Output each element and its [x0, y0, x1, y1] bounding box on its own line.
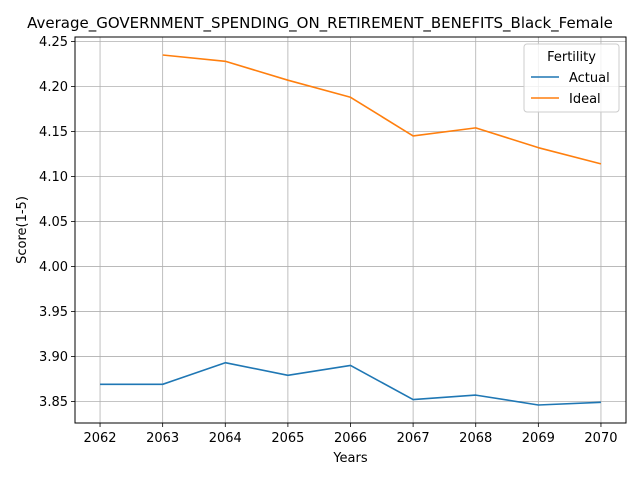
- x-axis-label: Years: [332, 451, 368, 466]
- series-layer: [100, 54, 602, 406]
- legend-label-ideal: Ideal: [569, 92, 601, 107]
- chart-title: Average_GOVERNMENT_SPENDING_ON_RETIREMEN…: [27, 14, 613, 33]
- y-tick-label: 3.85: [39, 395, 68, 410]
- x-tick-label: 2069: [522, 431, 555, 446]
- legend: Fertility Actual Ideal: [523, 43, 620, 113]
- y-tick-label: 4.20: [39, 80, 68, 95]
- y-tick-label: 4.10: [39, 170, 68, 185]
- y-tick-label: 4.25: [39, 35, 68, 50]
- legend-label-actual: Actual: [569, 71, 610, 86]
- series-line-actual: [100, 361, 601, 406]
- y-tick-label: 3.95: [39, 305, 68, 320]
- y-tick-label: 3.90: [39, 350, 68, 365]
- legend-box: [523, 43, 620, 113]
- series-line-ideal: [162, 54, 602, 165]
- legend-items: Actual Ideal: [531, 71, 610, 107]
- y-tick-label: 4.15: [39, 125, 68, 140]
- x-tick-label: 2064: [209, 431, 242, 446]
- x-tick-label: 2062: [83, 431, 116, 446]
- x-tick-label: 2067: [397, 431, 430, 446]
- y-tick-label: 4.05: [39, 215, 68, 230]
- x-axis-ticks: 2062 2063 2064 2065 2066 2067 2068 2069 2070: [83, 423, 618, 446]
- x-tick-label: 2070: [584, 431, 617, 446]
- y-tick-label: 4.00: [39, 260, 68, 275]
- x-tick-label: 2066: [334, 431, 367, 446]
- x-tick-label: 2065: [271, 431, 304, 446]
- grid-layer: [75, 37, 626, 423]
- x-tick-label: 2063: [146, 431, 179, 446]
- legend-title: Fertility: [547, 50, 596, 65]
- y-axis-ticks: 3.85 3.90 3.95 4.00 4.05 4.10 4.15 4.20 4.25: [39, 35, 75, 410]
- x-tick-label: 2068: [459, 431, 492, 446]
- y-axis-label: Score(1-5): [15, 196, 30, 264]
